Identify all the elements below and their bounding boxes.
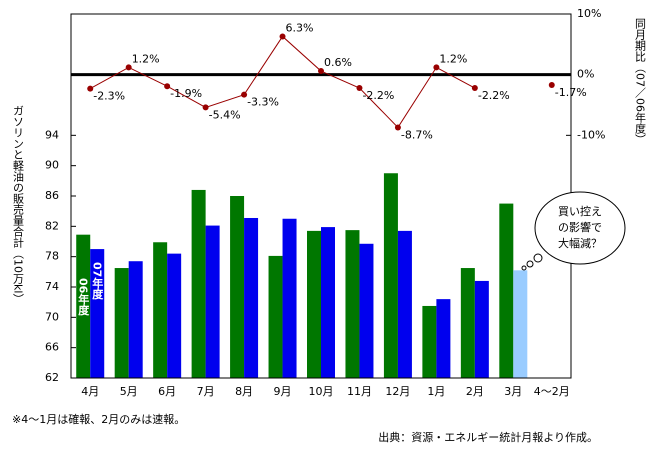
annotation: 大幅減？ — [558, 236, 602, 250]
y2-tick-label: 10% — [577, 7, 601, 20]
y-tick-label: 62 — [45, 371, 59, 384]
y-tick-label: 74 — [45, 280, 59, 293]
data-label: 0.6% — [324, 56, 352, 69]
legend-label: 06年度 — [77, 278, 90, 316]
x-tick-label: 11月 — [347, 385, 372, 398]
bar — [191, 189, 206, 378]
callout-tail — [521, 265, 527, 271]
y-tick-label: 94 — [45, 128, 59, 141]
y-tick-label: 78 — [45, 250, 59, 263]
x-tick-label: 9月 — [274, 385, 292, 398]
bar — [167, 253, 182, 378]
data-label: 6.3% — [286, 21, 314, 34]
bar — [397, 230, 412, 378]
y2-tick-label: -10% — [577, 128, 605, 141]
legend-label: 07年度 — [91, 262, 104, 300]
callout — [534, 191, 626, 265]
data-label: -8.7% — [401, 128, 433, 141]
x-tick-label: 3月 — [504, 385, 522, 398]
bar — [436, 299, 451, 378]
point — [202, 104, 209, 111]
callout-tail — [526, 260, 534, 268]
x-tick-label: 4月 — [81, 385, 99, 398]
bar — [422, 305, 437, 378]
bar — [499, 203, 514, 378]
y-tick-label: 82 — [45, 219, 59, 232]
data-label: 1.2% — [439, 52, 467, 65]
y-axis-label: ガソリンと軽油の販売量合計（10万kl） — [12, 105, 25, 305]
y2-axis-label: 同月期比（07／06年度） — [634, 18, 647, 145]
point — [548, 81, 555, 88]
bar — [90, 249, 105, 378]
x-tick-label: 10月 — [309, 385, 334, 398]
x-tick-label: 12月 — [385, 385, 410, 398]
annotation: 買い控え — [558, 204, 602, 218]
bar — [460, 268, 475, 378]
data-label: -2.2% — [478, 89, 510, 102]
point — [471, 85, 478, 92]
data-label: -3.3% — [247, 96, 279, 109]
data-label: -5.4% — [209, 108, 241, 121]
callout-tail — [533, 253, 543, 263]
point — [356, 85, 363, 92]
point — [87, 85, 94, 92]
point — [164, 83, 171, 90]
point — [318, 68, 324, 75]
bar — [268, 255, 283, 378]
bar — [359, 243, 374, 378]
bar — [230, 196, 245, 378]
data-label: -2.3% — [93, 90, 125, 103]
x-tick-label: 6月 — [158, 385, 176, 398]
data-label: 1.2% — [132, 52, 160, 65]
point — [279, 33, 286, 40]
bar — [345, 230, 360, 378]
bar — [513, 270, 528, 378]
bar — [76, 234, 91, 378]
data-label: -1.7% — [555, 86, 587, 99]
x-tick-label: 1月 — [427, 385, 445, 398]
bar — [114, 268, 129, 378]
y-tick-label: 86 — [45, 189, 59, 202]
bar — [383, 173, 398, 378]
x-tick-label: 4〜2月 — [534, 385, 570, 398]
bar — [128, 261, 143, 378]
y2-tick-label: 0% — [577, 68, 594, 81]
y-tick-label: 70 — [45, 310, 59, 323]
line — [90, 36, 552, 127]
point — [433, 64, 440, 71]
y-tick-label: 66 — [45, 341, 59, 354]
x-tick-label: 8月 — [235, 385, 253, 398]
y-tick-label: 90 — [45, 159, 59, 172]
point — [394, 124, 401, 131]
x-tick-label: 2月 — [466, 385, 484, 398]
annotation: の影響で — [558, 220, 602, 234]
bar — [321, 227, 335, 378]
point — [125, 64, 132, 71]
x-tick-label: 7月 — [197, 385, 215, 398]
source: 出典：資源・エネルギー統計月報より作成。 — [378, 430, 598, 444]
bar — [244, 217, 259, 378]
bar — [307, 230, 321, 378]
data-label: -2.2% — [362, 89, 394, 102]
point — [241, 91, 248, 98]
footnote: ※4～1月は確報、2月のみは速報。 — [12, 412, 185, 426]
bar — [282, 218, 297, 378]
data-label: -1.9% — [170, 87, 202, 100]
bar — [474, 280, 489, 378]
bar — [153, 242, 168, 378]
bar — [205, 225, 220, 378]
x-tick-label: 5月 — [120, 385, 138, 398]
